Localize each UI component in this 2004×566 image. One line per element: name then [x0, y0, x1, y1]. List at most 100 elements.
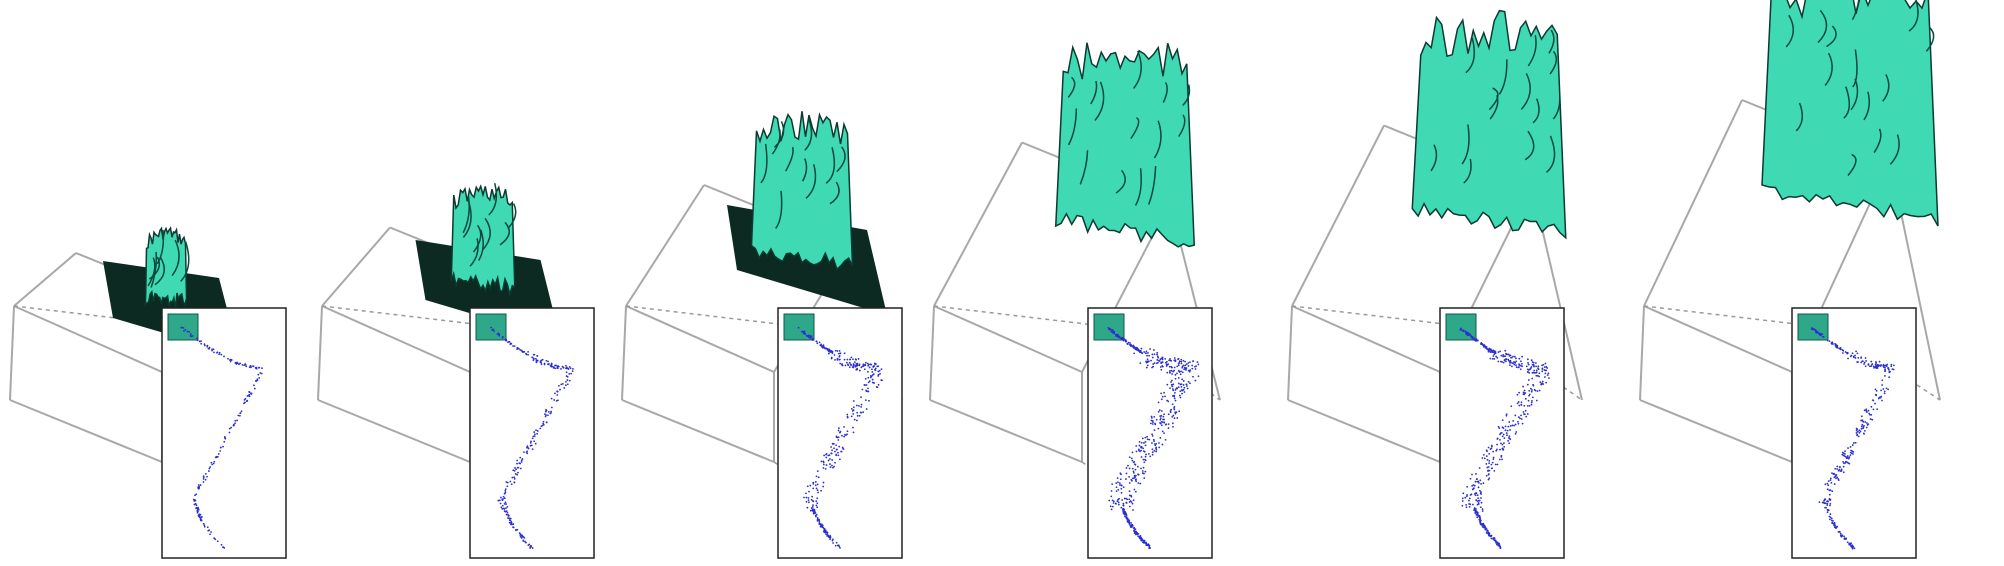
scatter-point — [818, 341, 821, 344]
scatter-point — [1461, 329, 1464, 332]
scatter-point — [815, 340, 818, 343]
surface-shade — [1548, 29, 1555, 54]
scatter-point — [203, 524, 206, 527]
scatter-point — [875, 363, 877, 365]
scatter-point — [823, 531, 826, 534]
scatter-point — [1541, 380, 1544, 383]
scatter-point — [1501, 458, 1503, 461]
scatter-point — [1158, 360, 1161, 362]
scatter-point — [241, 363, 244, 366]
scatter-point — [1526, 358, 1529, 361]
scatter-point — [1132, 509, 1134, 511]
scatter-point — [1502, 361, 1505, 364]
scatter-point — [257, 373, 260, 376]
scatter-point — [1876, 408, 1879, 411]
scatter-point — [867, 376, 870, 379]
scatter-point — [1481, 523, 1484, 525]
scatter-point — [1151, 434, 1154, 437]
scatter-point — [215, 455, 218, 458]
scatter-point — [1864, 365, 1867, 368]
scatter-point — [222, 546, 225, 549]
scatter-point — [1512, 420, 1515, 422]
scatter-point — [571, 370, 574, 373]
scatter-point — [199, 340, 201, 343]
scatter-point — [1505, 414, 1508, 417]
scatter-point — [1867, 409, 1870, 412]
scatter-point — [805, 496, 808, 499]
scatter-point — [1491, 445, 1493, 448]
scatter-point — [504, 488, 507, 491]
scatter-point — [1151, 416, 1153, 419]
scatter-point — [1129, 345, 1132, 347]
scatter-point — [1860, 361, 1863, 364]
scatter-point — [1541, 370, 1544, 373]
scatter-point — [1860, 357, 1862, 359]
scatter-point — [1530, 401, 1533, 404]
scatter-point — [193, 500, 196, 502]
scatter-point — [1505, 413, 1508, 416]
scatter-point — [1856, 361, 1859, 363]
scatter-point — [536, 432, 539, 435]
scatter-point — [822, 461, 825, 464]
scatter-point — [837, 439, 840, 441]
scatter-point — [533, 353, 536, 356]
scatter-point — [833, 447, 835, 450]
scatter-point — [1496, 438, 1499, 440]
scatter-point — [1474, 494, 1477, 497]
scatter-point — [1181, 366, 1184, 369]
scatter-point — [1485, 463, 1488, 465]
scatter-point — [1548, 377, 1550, 379]
scatter-point — [808, 490, 810, 493]
scatter-point — [516, 459, 519, 462]
scatter-point — [516, 462, 518, 465]
scatter-point — [208, 529, 211, 532]
scatter-point — [525, 353, 528, 356]
scatter-point — [1477, 497, 1480, 500]
scatter-inset — [1791, 307, 1917, 559]
scatter-point — [856, 368, 859, 371]
scatter-point — [1886, 367, 1889, 369]
scatter-point — [1523, 413, 1526, 416]
scatter-point — [1531, 399, 1533, 402]
scatter-point — [836, 448, 838, 451]
scatter-point — [237, 414, 240, 417]
scatter-point — [1171, 388, 1174, 390]
scatter-point — [1146, 354, 1148, 357]
scatter-point — [526, 446, 528, 449]
scatter-point — [1176, 387, 1178, 389]
scatter-point — [218, 353, 220, 356]
scatter-point — [498, 333, 501, 336]
scatter-point — [1834, 343, 1836, 345]
scatter-point — [1161, 443, 1164, 446]
scatter-point — [1492, 538, 1495, 540]
scatter-point — [1855, 429, 1858, 432]
scatter-point — [829, 458, 831, 460]
scatter-point — [1503, 355, 1506, 358]
scatter-point — [1828, 493, 1831, 496]
scatter-point — [246, 395, 249, 397]
surface-shade — [771, 128, 781, 155]
scatter-point — [209, 466, 212, 468]
scatter-point — [1829, 513, 1832, 515]
scatter-point — [1506, 434, 1508, 437]
scatter-point — [825, 464, 828, 466]
scatter-point — [834, 450, 836, 453]
scatter-point — [1485, 455, 1488, 458]
scatter-point — [852, 426, 854, 429]
scatter-point — [228, 431, 231, 434]
scatter-point — [1509, 425, 1512, 427]
scatter-point — [821, 524, 823, 527]
scatter-point — [1468, 497, 1471, 500]
scatter-point — [1474, 480, 1477, 483]
scatter-point — [1171, 403, 1174, 406]
scatter-point — [873, 382, 876, 384]
scatter-point — [1180, 358, 1183, 361]
scatter-point — [1180, 385, 1183, 388]
scatter-point — [508, 521, 511, 524]
scatter-point — [503, 503, 506, 505]
scatter-point — [1493, 357, 1496, 360]
scatter-point — [1531, 377, 1534, 380]
surface-shade — [785, 146, 794, 172]
scatter-point — [211, 463, 214, 466]
scatter-point — [1542, 363, 1545, 366]
